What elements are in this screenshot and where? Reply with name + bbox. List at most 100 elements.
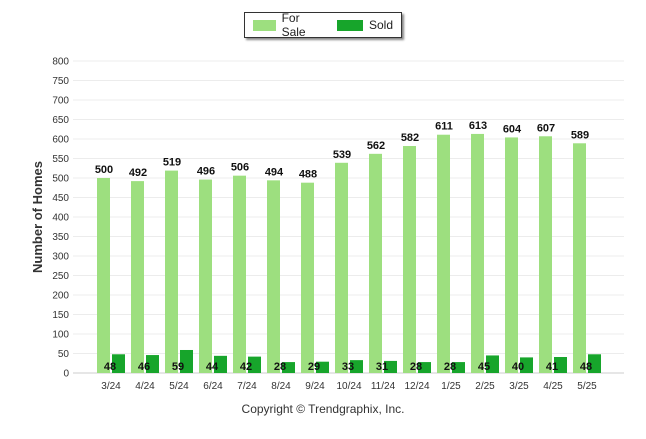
legend-swatch-sold bbox=[336, 19, 363, 31]
bar-for-sale bbox=[131, 181, 144, 373]
y-tick-label: 350 bbox=[52, 232, 69, 243]
bar-sold bbox=[316, 361, 329, 373]
data-label-for-sale: 589 bbox=[571, 129, 589, 141]
bar-for-sale bbox=[437, 134, 450, 373]
data-label-for-sale: 562 bbox=[367, 140, 385, 152]
bar-sold bbox=[520, 357, 533, 373]
x-tick-label: 5/24 bbox=[169, 381, 189, 392]
bar-sold bbox=[248, 356, 261, 373]
bar-sold bbox=[452, 362, 465, 373]
legend-item-sold[interactable]: Sold bbox=[336, 18, 393, 32]
x-tick-label: 2/25 bbox=[475, 381, 495, 392]
y-tick-label: 500 bbox=[52, 174, 69, 185]
copyright-text: Copyright © Trendgraphix, Inc. bbox=[241, 402, 405, 416]
bar-for-sale bbox=[97, 178, 110, 373]
data-label-for-sale: 607 bbox=[537, 122, 555, 134]
x-tick-label: 4/24 bbox=[135, 381, 155, 392]
legend-item-for-sale[interactable]: For Sale bbox=[253, 11, 321, 39]
x-tick-label: 4/25 bbox=[543, 381, 563, 392]
data-label-sold: 44 bbox=[206, 361, 219, 373]
data-label-for-sale: 506 bbox=[231, 162, 249, 174]
bar-for-sale bbox=[539, 136, 552, 373]
y-tick-label: 250 bbox=[52, 271, 69, 282]
y-tick-label: 750 bbox=[52, 76, 69, 87]
data-label-for-sale: 492 bbox=[129, 167, 147, 179]
bar-sold bbox=[486, 355, 499, 373]
y-tick-label: 700 bbox=[52, 96, 69, 107]
x-tick-label: 3/25 bbox=[509, 381, 529, 392]
bar-sold bbox=[112, 354, 125, 373]
data-label-sold: 33 bbox=[342, 361, 354, 373]
x-tick-label: 12/24 bbox=[404, 381, 429, 392]
legend-swatch-for-sale bbox=[253, 19, 276, 31]
bar-sold bbox=[554, 357, 567, 373]
data-label-for-sale: 494 bbox=[265, 166, 284, 178]
bar-for-sale bbox=[199, 179, 212, 373]
data-label-sold: 28 bbox=[410, 361, 422, 373]
data-label-for-sale: 496 bbox=[197, 166, 215, 178]
x-tick-label: 7/24 bbox=[237, 381, 257, 392]
bar-sold bbox=[350, 360, 363, 373]
legend-label-for-sale: For Sale bbox=[281, 11, 306, 39]
bar-for-sale bbox=[403, 146, 416, 373]
bar-sold bbox=[418, 362, 431, 373]
data-label-sold: 48 bbox=[104, 361, 116, 373]
data-label-sold: 46 bbox=[138, 361, 150, 373]
bar-for-sale bbox=[165, 170, 178, 373]
data-label-sold: 48 bbox=[580, 361, 592, 373]
bar-sold bbox=[282, 362, 295, 373]
data-label-for-sale: 539 bbox=[333, 149, 351, 161]
data-label-for-sale: 582 bbox=[401, 132, 419, 144]
x-tick-label: 10/24 bbox=[336, 381, 361, 392]
y-tick-label: 100 bbox=[52, 330, 69, 341]
x-tick-label: 5/25 bbox=[577, 381, 597, 392]
data-label-sold: 59 bbox=[172, 361, 184, 373]
bar-for-sale bbox=[301, 182, 314, 373]
data-label-for-sale: 500 bbox=[95, 164, 113, 176]
bar-for-sale bbox=[335, 162, 348, 373]
data-label-for-sale: 488 bbox=[299, 169, 317, 181]
bar-for-sale bbox=[369, 153, 382, 373]
data-label-for-sale: 613 bbox=[469, 120, 487, 132]
x-tick-label: 6/24 bbox=[203, 381, 223, 392]
bar-sold bbox=[146, 355, 159, 373]
bar-for-sale bbox=[267, 180, 280, 373]
bar-sold bbox=[384, 360, 397, 373]
y-tick-label: 0 bbox=[63, 369, 69, 380]
data-label-for-sale: 519 bbox=[163, 157, 181, 169]
x-tick-label: 9/24 bbox=[305, 381, 325, 392]
data-label-sold: 31 bbox=[376, 361, 388, 373]
legend: For Sale Sold bbox=[244, 11, 402, 39]
y-tick-label: 150 bbox=[52, 310, 69, 321]
bar-sold bbox=[180, 349, 193, 373]
bar-for-sale bbox=[573, 143, 586, 373]
x-tick-label: 3/24 bbox=[101, 381, 121, 392]
data-label-sold: 40 bbox=[512, 361, 524, 373]
y-tick-label: 600 bbox=[52, 135, 69, 146]
data-label-sold: 28 bbox=[274, 361, 286, 373]
y-tick-label: 800 bbox=[52, 57, 69, 68]
x-tick-label: 11/24 bbox=[371, 381, 396, 392]
legend-label-sold: Sold bbox=[368, 18, 393, 32]
y-tick-label: 200 bbox=[52, 291, 69, 302]
x-tick-label: 1/25 bbox=[441, 381, 461, 392]
y-tick-label: 450 bbox=[52, 193, 69, 204]
data-label-for-sale: 611 bbox=[435, 121, 453, 133]
bar-sold bbox=[588, 354, 601, 373]
bar-for-sale bbox=[233, 175, 246, 373]
x-tick-label: 8/24 bbox=[271, 381, 291, 392]
y-tick-label: 50 bbox=[58, 349, 70, 360]
data-label-sold: 42 bbox=[240, 361, 252, 373]
bar-for-sale bbox=[471, 133, 484, 373]
data-label-sold: 45 bbox=[478, 361, 490, 373]
y-axis-label: Number of Homes bbox=[30, 161, 45, 273]
bar-for-sale bbox=[505, 137, 518, 373]
data-label-for-sale: 604 bbox=[503, 123, 522, 135]
data-label-sold: 29 bbox=[308, 361, 320, 373]
y-tick-label: 550 bbox=[52, 154, 69, 165]
data-label-sold: 28 bbox=[444, 361, 456, 373]
y-tick-label: 300 bbox=[52, 252, 69, 263]
y-tick-label: 400 bbox=[52, 213, 69, 224]
